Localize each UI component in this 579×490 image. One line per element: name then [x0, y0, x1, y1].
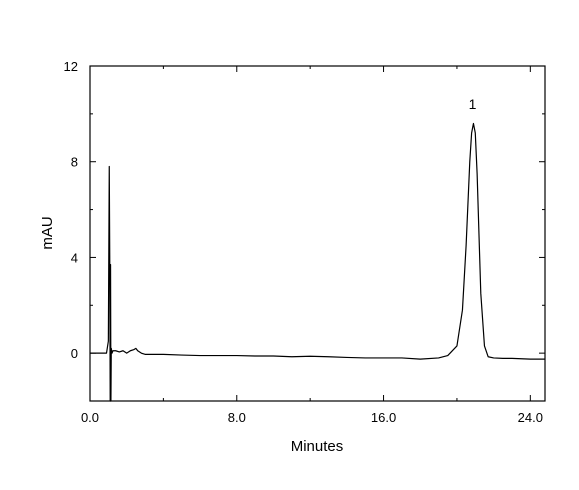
- axis-tick-labels: 0.0 8.0 16.0 24.0 0 4 8 12: [64, 59, 543, 425]
- y-tick-label: 8: [71, 155, 78, 170]
- y-tick-label: 12: [64, 59, 78, 74]
- y-tick-label: 0: [71, 346, 78, 361]
- x-axis-title: Minutes: [291, 438, 344, 455]
- x-tick-label: 0.0: [81, 410, 99, 425]
- y-tick-label: 4: [71, 250, 78, 265]
- plot-frame: [89, 65, 546, 402]
- chromatogram-trace: [90, 122, 545, 402]
- x-tick-label: 8.0: [228, 410, 246, 425]
- axis-ticks: [89, 65, 545, 402]
- y-axis-title: mAU: [39, 216, 56, 249]
- peak-label: 1: [469, 96, 477, 112]
- x-tick-label: 24.0: [518, 410, 543, 425]
- x-tick-label: 16.0: [371, 410, 396, 425]
